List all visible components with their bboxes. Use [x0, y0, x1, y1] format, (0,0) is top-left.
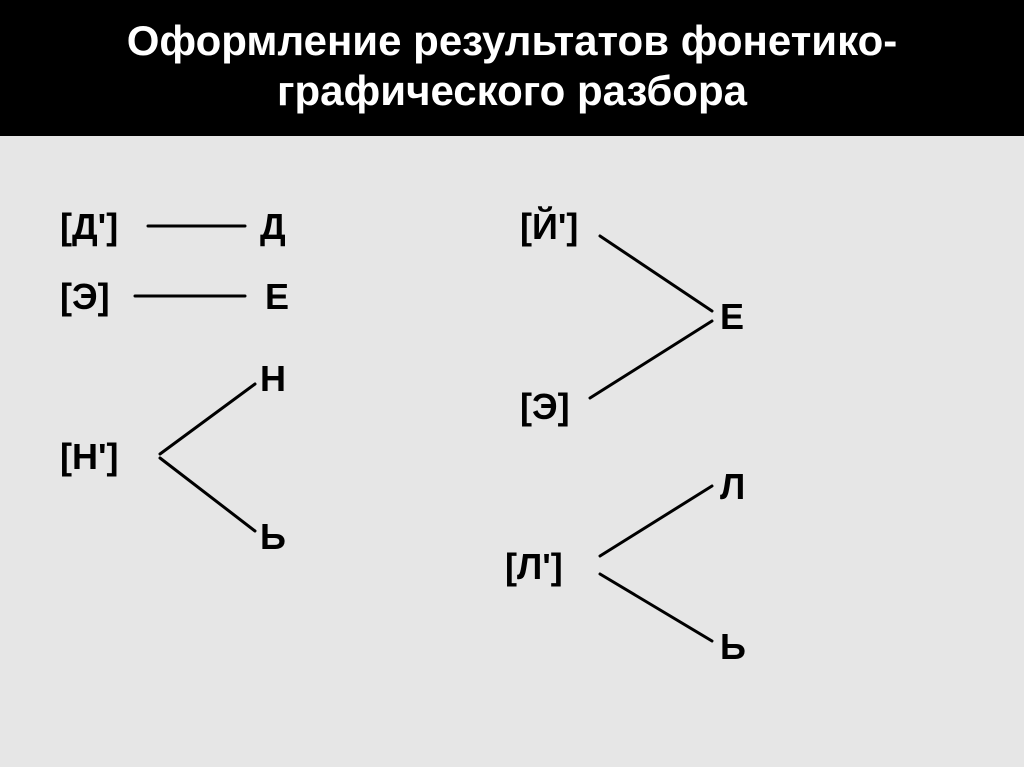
letter-soft2: Ь: [720, 626, 746, 668]
letter-n: Н: [260, 358, 286, 400]
title-line-2: графического разбора: [20, 68, 1004, 114]
diagram-stage: [Д'] Д [Э] Е Н [Н'] Ь [Й'] Е [Э] Л [Л'] …: [0, 136, 1024, 766]
letter-d: Д: [260, 206, 286, 248]
phoneme-e1: [Э]: [60, 276, 110, 318]
letter-soft1: Ь: [260, 516, 286, 558]
letter-e1: Е: [265, 276, 289, 318]
phoneme-d: [Д']: [60, 206, 118, 248]
title-line-1: Оформление результатов фонетико-: [20, 18, 1004, 64]
letter-l: Л: [720, 466, 745, 508]
letter-e2: Е: [720, 296, 744, 338]
phoneme-n: [Н']: [60, 436, 119, 478]
phoneme-j: [Й']: [520, 206, 578, 248]
connector-lines: [0, 136, 1024, 766]
slide-title: Оформление результатов фонетико- графиче…: [0, 0, 1024, 136]
phoneme-e2: [Э]: [520, 386, 570, 428]
phoneme-l: [Л']: [505, 546, 563, 588]
